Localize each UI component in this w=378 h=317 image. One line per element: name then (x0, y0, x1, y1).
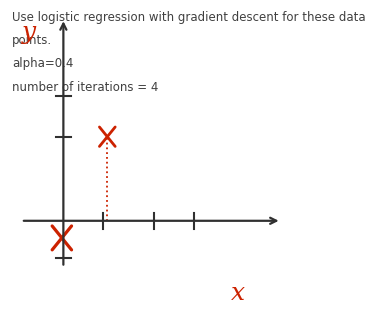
Text: number of iterations = 4: number of iterations = 4 (12, 81, 158, 94)
Text: y: y (22, 21, 36, 44)
Text: x: x (231, 282, 245, 306)
Text: Use logistic regression with gradient descent for these data: Use logistic regression with gradient de… (12, 10, 366, 23)
Text: alpha=0.4: alpha=0.4 (12, 57, 73, 70)
Text: points.: points. (12, 34, 52, 47)
